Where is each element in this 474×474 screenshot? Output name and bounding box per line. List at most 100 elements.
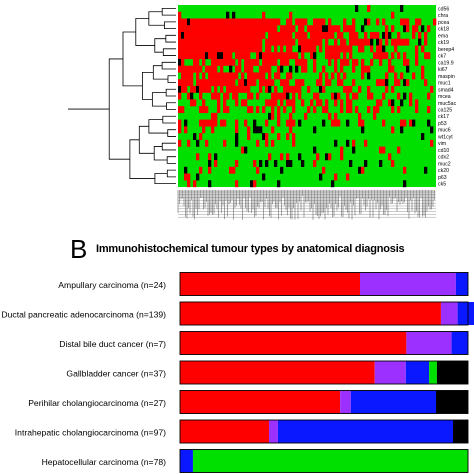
heatmap-cell [268,38,272,46]
heatmap-cell [310,99,314,107]
heatmap-cell [328,153,332,161]
heatmap-cell [181,85,185,93]
heatmap-cell [403,38,407,46]
heatmap-cell [403,79,407,87]
heatmap-cell [352,65,356,73]
heatmap-cell [214,92,218,100]
heatmap-cell [295,79,299,87]
heatmap-cell [268,58,272,66]
heatmap-cell [364,139,368,147]
heatmap-cell [244,25,248,33]
heatmap-cell [283,38,287,46]
heatmap-cell [322,31,326,39]
heatmap-row-label: p53 [438,121,447,127]
heatmap-cell [325,72,329,80]
heatmap-cell [301,38,305,46]
heatmap-cell [181,31,185,39]
heatmap-cell [262,58,266,66]
heatmap-cell [199,38,203,46]
heatmap-cell [262,11,266,19]
heatmap-cell [358,85,362,93]
heatmap-cell [400,119,404,127]
bar-row: Ampullary carcinoma (n=24) [58,272,469,296]
heatmap-cell [226,25,230,33]
heatmap-cell [223,106,227,114]
heatmap-cell [196,18,200,26]
heatmap-cell [184,31,188,39]
heatmap-cell [301,25,305,33]
heatmap-cell [259,160,263,167]
heatmap-cell [229,65,233,73]
heatmap-cell [349,106,353,114]
heatmap-cell [379,38,383,46]
heatmap-row-label: ck18 [438,27,449,33]
heatmap-cell [256,92,260,100]
heatmap-cell [250,106,254,114]
heatmap-cell [211,92,215,100]
dendrogram-branch [138,125,155,154]
heatmap-cell [430,85,434,93]
heatmap-cell [229,85,233,93]
heatmap-cell [184,85,188,93]
dendrogram-branch [141,72,154,100]
heatmap-cell [283,106,287,114]
heatmap-cell [220,79,224,87]
heatmap-cell [355,58,359,66]
heatmap-cell [247,72,251,80]
heatmap-cell [301,31,305,39]
heatmap-cell [232,11,236,19]
dendrogram-branch [164,21,176,29]
heatmap-cell [217,92,221,100]
bar-segment-red [180,272,360,296]
heatmap-cell [196,79,200,87]
heatmap-cell [358,112,362,120]
heatmap-cell [292,139,296,147]
heatmap-cell [289,72,293,80]
heatmap-cell [340,65,344,73]
heatmap-cell [382,18,386,26]
heatmap-cell [205,18,209,26]
chart-title: Immunohistochemical tumour types by anat… [96,243,405,255]
heatmap-cell [322,119,326,127]
dendrogram-branch [167,129,176,137]
category-label: Distal bile duct cancer (n=7) [59,339,166,349]
heatmap-cell [367,18,371,26]
heatmap-cell [187,18,191,26]
heatmap-cell [346,45,350,53]
heatmap-cell [376,106,380,114]
heatmap-cell [337,119,341,127]
heatmap-cell [268,79,272,87]
category-label: Perihilar cholangiocarcinoma (n=27) [28,398,166,408]
heatmap-cell [325,79,329,87]
heatmap-row-label: maspin [438,74,455,80]
heatmap-cell [313,38,317,46]
heatmap-cell [190,79,194,87]
dendrogram-branch [162,48,176,56]
heatmap-cell [250,38,254,46]
dendrogram-branch [165,34,176,43]
heatmap-cell [205,85,209,93]
heatmap-cell [322,65,326,73]
heatmap-cell [271,126,275,134]
heatmap-cell [313,92,317,100]
heatmap-cell [196,173,200,181]
heatmap-cell [271,25,275,33]
heatmap-cell [343,45,347,53]
heatmap-cell [181,38,185,46]
heatmap-cell [280,99,284,107]
heatmap-cell [265,45,269,53]
heatmap-cell [322,25,326,33]
heatmap-cell [268,112,272,120]
heatmap-cell [211,38,215,46]
heatmap-cell [286,72,290,80]
heatmap-cell [295,52,299,60]
heatmap-cell [283,58,287,66]
heatmap-cell [196,85,200,93]
heatmap-cell [280,45,284,53]
heatmap-cell [226,85,230,93]
heatmap-cell [427,52,431,60]
heatmap-cell [328,18,332,26]
heatmap-cell [199,45,203,53]
heatmap-cell [214,65,218,73]
